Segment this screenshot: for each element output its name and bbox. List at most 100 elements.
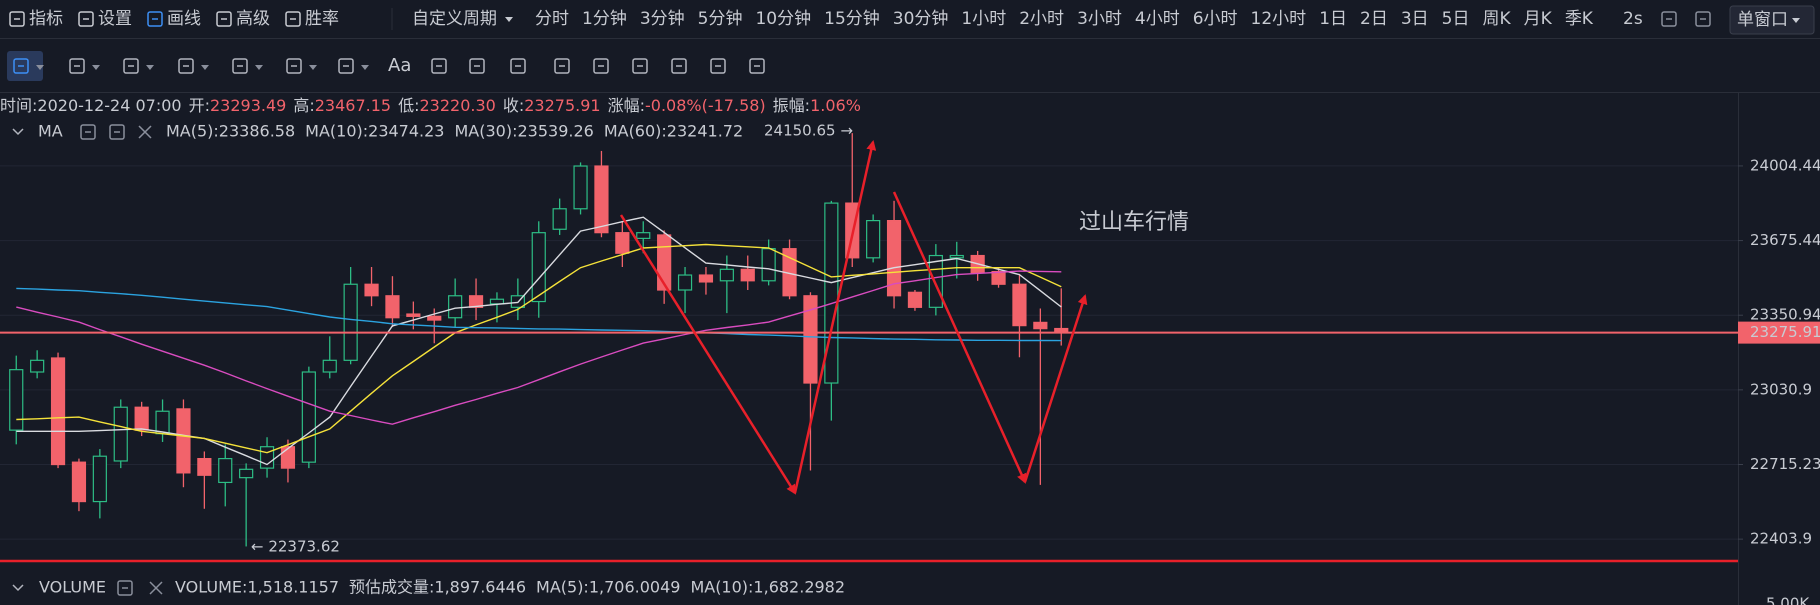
- y-tick-label: 23350.94: [1750, 306, 1820, 324]
- icon[interactable]: [117, 580, 133, 596]
- toolbar-button[interactable]: 胜率: [305, 9, 339, 29]
- y-tick-label: 23030.9: [1750, 380, 1812, 398]
- icon-shape: [80, 124, 96, 140]
- chart-annotation: 过山车行情: [1079, 210, 1189, 235]
- icon[interactable]: [178, 58, 194, 74]
- info-value: 23293.49: [210, 96, 286, 115]
- y-tick-label: 22715.23: [1750, 455, 1820, 473]
- icon[interactable]: [80, 124, 96, 140]
- icon[interactable]: [671, 58, 687, 74]
- icon-shape: [469, 58, 485, 74]
- period-button[interactable]: 2日: [1360, 9, 1388, 29]
- icon[interactable]: [123, 58, 139, 74]
- candle-body: [92, 455, 107, 503]
- icon[interactable]: [109, 124, 125, 140]
- volume-name: VOLUME: [39, 578, 106, 597]
- period-button[interactable]: 3分钟: [640, 9, 685, 29]
- icon[interactable]: [593, 58, 609, 74]
- refresh-interval[interactable]: 2s: [1623, 9, 1643, 29]
- icon[interactable]: [338, 58, 354, 74]
- candle-body: [615, 232, 630, 254]
- icon[interactable]: [78, 11, 94, 27]
- candle-body: [280, 446, 296, 469]
- custom-period[interactable]: 自定义周期: [412, 9, 497, 29]
- candle-body: [573, 165, 588, 210]
- period-button[interactable]: 12小时: [1251, 9, 1307, 29]
- icon[interactable]: [216, 11, 232, 27]
- icon[interactable]: [510, 58, 526, 74]
- icon-shape: [1695, 11, 1711, 27]
- close-icon[interactable]: [138, 125, 152, 139]
- candle-body: [761, 248, 776, 282]
- period-button[interactable]: 30分钟: [893, 9, 949, 29]
- icon-shape: [510, 58, 526, 74]
- candle-body: [949, 254, 964, 259]
- dropdown-caret: [201, 65, 209, 70]
- period-button[interactable]: 2小时: [1019, 9, 1064, 29]
- period-button[interactable]: 6小时: [1193, 9, 1238, 29]
- collapse-chevron[interactable]: [12, 128, 24, 136]
- period-button[interactable]: 4小时: [1135, 9, 1180, 29]
- period-button[interactable]: 分时: [535, 9, 569, 29]
- icon-shape: [710, 58, 726, 74]
- icon[interactable]: [285, 11, 301, 27]
- period-button[interactable]: 周K: [1483, 9, 1512, 29]
- period-button[interactable]: 季K: [1565, 9, 1594, 29]
- icon[interactable]: [69, 58, 85, 74]
- period-button[interactable]: 3日: [1401, 9, 1429, 29]
- icon-shape: [671, 58, 687, 74]
- period-button[interactable]: 1分钟: [582, 9, 627, 29]
- icon[interactable]: [431, 58, 447, 74]
- dropdown-caret: [505, 17, 513, 22]
- icon[interactable]: [9, 11, 25, 27]
- toolbar-button[interactable]: 设置: [98, 9, 132, 29]
- text-tool[interactable]: Aa: [388, 55, 411, 76]
- current-price-label: 23275.91: [1750, 323, 1820, 341]
- period-button[interactable]: 5分钟: [698, 9, 743, 29]
- period-button[interactable]: 5日: [1442, 9, 1470, 29]
- candle-body: [886, 219, 902, 297]
- period-button[interactable]: 月K: [1524, 9, 1553, 29]
- close-icon[interactable]: [149, 581, 163, 595]
- window-mode-box[interactable]: [1729, 5, 1815, 35]
- candle-body: [698, 274, 714, 283]
- icon-shape: [286, 58, 302, 74]
- candle-body: [448, 295, 463, 319]
- toolbar-button[interactable]: 高级: [236, 9, 270, 29]
- period-button[interactable]: 10分钟: [755, 9, 811, 29]
- ma-line: [16, 270, 1062, 425]
- icon[interactable]: [147, 11, 163, 27]
- period-button[interactable]: 1小时: [961, 9, 1006, 29]
- icon[interactable]: [286, 58, 302, 74]
- icon[interactable]: [469, 58, 485, 74]
- icon[interactable]: [232, 58, 248, 74]
- period-button[interactable]: 15分钟: [824, 9, 880, 29]
- info-value: 23467.15: [315, 96, 391, 115]
- dropdown-caret: [36, 65, 44, 70]
- ohlc-info: 时间:2020-12-24 07:00 开:23293.49 高:23467.15 低…: [0, 96, 861, 115]
- icon[interactable]: [554, 58, 570, 74]
- toolbar-button[interactable]: 画线: [167, 9, 201, 29]
- dropdown-caret: [255, 65, 263, 70]
- collapse-chevron[interactable]: [12, 584, 24, 592]
- icon-shape: [78, 11, 94, 27]
- icon-shape: [338, 58, 354, 74]
- period-button[interactable]: 1日: [1319, 9, 1347, 29]
- icon[interactable]: [13, 58, 29, 74]
- candle-body: [1033, 321, 1048, 330]
- icon[interactable]: [749, 58, 765, 74]
- icon[interactable]: [632, 58, 648, 74]
- icon[interactable]: [710, 58, 726, 74]
- info-value: 2020-12-24 07:00: [37, 96, 181, 115]
- icon[interactable]: [1695, 11, 1711, 27]
- current-price-tag: [1738, 321, 1820, 344]
- candle-body: [907, 291, 923, 308]
- dropdown-caret: [146, 65, 154, 70]
- volume-legend-item: MA(10):1,682.2982: [690, 578, 845, 597]
- icon[interactable]: [1661, 11, 1677, 27]
- window-mode[interactable]: 单窗口: [1737, 10, 1788, 30]
- period-button[interactable]: 3小时: [1077, 9, 1122, 29]
- icon-shape: [123, 58, 139, 74]
- icon-shape: [216, 11, 232, 27]
- toolbar-button[interactable]: 指标: [29, 9, 63, 29]
